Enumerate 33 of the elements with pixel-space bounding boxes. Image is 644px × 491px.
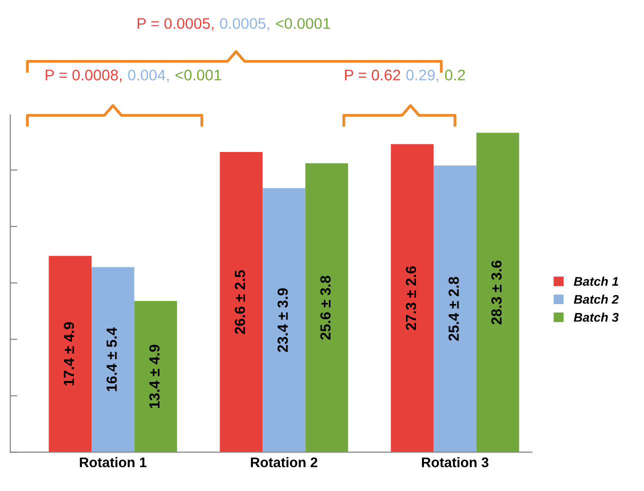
text: 0.2 (445, 70, 465, 80)
bar (262, 188, 306, 452)
data-label: 26.6 ± 2.5 (234, 270, 246, 334)
text: 0.0005, (220, 18, 270, 31)
text: P = 0.0008, (46, 70, 122, 82)
text: 0.29, (406, 70, 438, 82)
bar (305, 163, 348, 452)
legend-label: Batch 3 (574, 312, 619, 322)
x-tick-label: Rotation 2 (250, 457, 318, 468)
bar (390, 144, 434, 452)
legend-label: Batch 2 (574, 294, 619, 304)
data-label: 28.3 ± 3.6 (491, 260, 502, 324)
x-tick-label: Rotation 1 (80, 457, 146, 468)
text: <0.001 (176, 70, 222, 80)
data-label: 25.4 ± 2.8 (448, 276, 459, 341)
data-label: 13.4 ± 4.9 (149, 344, 160, 408)
x-tick-label: Rotation 3 (422, 457, 488, 468)
legend-label: Batch 1 (574, 276, 618, 286)
bar (92, 267, 134, 452)
text: P = 0.0005, (138, 18, 214, 31)
bar (134, 300, 178, 452)
bar (434, 166, 476, 452)
data-label: 27.3 ± 2.6 (406, 266, 416, 330)
data-label: 17.4 ± 4.9 (64, 322, 74, 386)
data-label: 16.4 ± 5.4 (106, 327, 117, 392)
data-label: 25.6 ± 3.8 (320, 276, 331, 340)
bar (476, 132, 520, 452)
data-label: 23.4 ± 3.9 (278, 288, 288, 352)
bar (220, 152, 263, 452)
text: 0.004, (128, 70, 169, 82)
text: <0.0001 (276, 18, 330, 29)
text: P = 0.62 (345, 70, 400, 80)
bar (48, 256, 92, 452)
